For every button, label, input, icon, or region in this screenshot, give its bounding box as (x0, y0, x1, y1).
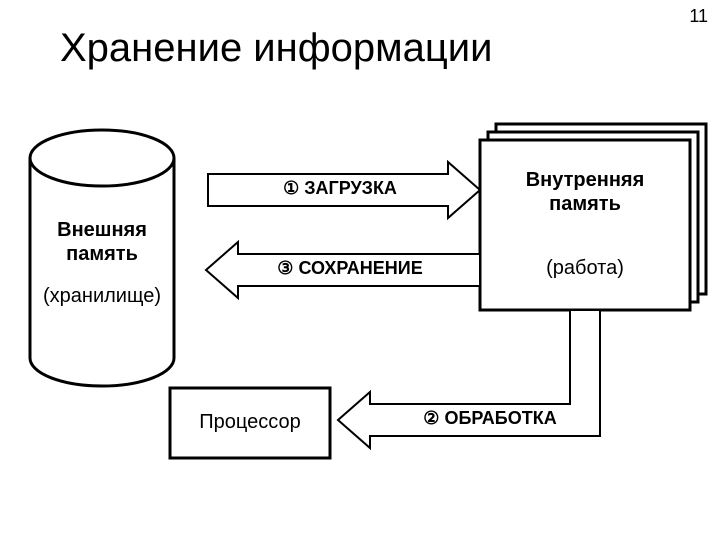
save-text: СОХРАНЕНИЕ (298, 258, 422, 278)
internal-memory-label: Внутренняя память (480, 168, 690, 216)
load-text: ЗАГРУЗКА (304, 178, 397, 198)
process-circled-icon: ② (423, 408, 439, 428)
process-arrow-label: ② ОБРАБОТКА (380, 408, 600, 430)
processor-label: Процессор (170, 410, 330, 434)
process-text: ОБРАБОТКА (444, 408, 556, 428)
save-arrow-label: ③ СОХРАНЕНИЕ (230, 258, 470, 280)
external-memory-subtitle: (хранилище) (30, 284, 174, 308)
load-circled-icon: ① (283, 178, 299, 198)
load-arrow-label: ① ЗАГРУЗКА (220, 178, 460, 200)
internal-memory-line2: память (549, 193, 621, 215)
internal-memory-subtitle: (работа) (480, 256, 690, 280)
external-memory-line1: Внешняя (57, 219, 147, 241)
external-memory-label: Внешняя память (30, 218, 174, 266)
external-memory-line2: память (66, 243, 138, 265)
internal-memory-stack (480, 124, 706, 310)
internal-memory-line1: Внутренняя (526, 169, 645, 191)
save-circled-icon: ③ (277, 258, 293, 278)
